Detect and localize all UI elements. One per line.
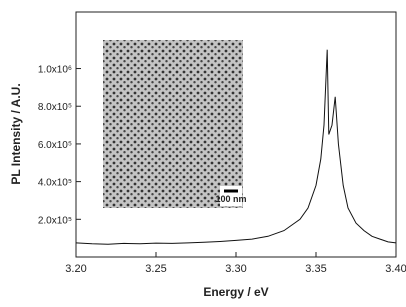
x-axis-label: Energy / eV xyxy=(203,285,268,299)
scale-label: 100 nm xyxy=(215,194,246,204)
x-tick-label: 3.35 xyxy=(305,263,326,275)
y-tick-label: 4.0x10⁵ xyxy=(38,178,72,189)
chart: 100 nm Energy / eV PL Intensity / A.U. 3… xyxy=(0,0,406,302)
inset-image xyxy=(103,40,243,208)
y-axis-label: PL Intensity / A.U. xyxy=(9,83,23,184)
y-tick-label: 6.0x10⁵ xyxy=(38,140,72,151)
x-tick-label: 3.40 xyxy=(385,263,406,275)
x-tick-label: 3.20 xyxy=(65,263,86,275)
x-tick-label: 3.25 xyxy=(145,263,166,275)
page: {"chart_data":{"type":"line","x_label":"… xyxy=(0,0,406,307)
y-tick-label: 2.0x10⁵ xyxy=(38,215,72,226)
y-tick-label: 1.0x10⁶ xyxy=(38,65,72,76)
y-tick-label: 8.0x10⁵ xyxy=(38,102,72,113)
x-tick-label: 3.30 xyxy=(225,263,246,275)
